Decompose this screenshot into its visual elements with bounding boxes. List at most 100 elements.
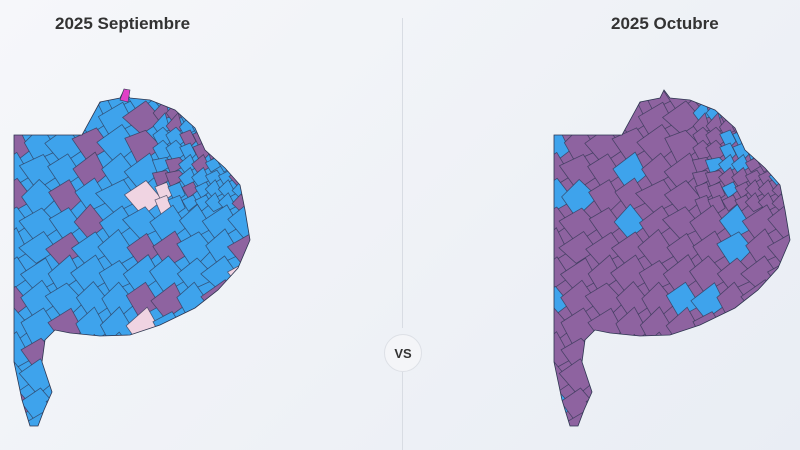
district: [150, 333, 189, 374]
district: [767, 201, 790, 243]
district: [203, 409, 237, 426]
district: [717, 333, 758, 370]
district: [246, 112, 250, 135]
district: [46, 336, 82, 371]
left-map-septiembre: [13, 88, 251, 427]
district: [127, 334, 161, 372]
district: [100, 331, 138, 374]
district: [176, 90, 198, 96]
district: [781, 168, 790, 187]
vs-badge: VS: [384, 334, 422, 372]
district: [230, 141, 250, 165]
district: [782, 90, 790, 107]
district: [219, 105, 238, 124]
district: [230, 309, 250, 348]
district: [244, 193, 250, 211]
district: [229, 90, 250, 94]
district: [760, 131, 780, 148]
district: [691, 386, 730, 426]
district: [98, 384, 135, 425]
district: [233, 112, 250, 135]
district: [784, 193, 790, 211]
district: [98, 362, 138, 398]
district: [229, 331, 250, 374]
district: [228, 155, 250, 174]
district: [667, 334, 701, 372]
district: [192, 103, 214, 125]
district: [220, 144, 240, 161]
district: [690, 90, 713, 95]
district: [241, 168, 250, 187]
district: [47, 100, 85, 140]
district: [771, 281, 790, 321]
district: [233, 99, 250, 122]
district: [782, 90, 790, 94]
district: [227, 201, 250, 243]
district: [690, 333, 729, 374]
district: [773, 99, 790, 122]
district: [741, 386, 784, 425]
district: [666, 415, 700, 426]
district: [175, 386, 214, 425]
district: [14, 99, 29, 139]
district: [177, 333, 218, 370]
district: [729, 90, 751, 96]
district: [151, 386, 190, 426]
district: [746, 105, 765, 124]
district: [769, 331, 790, 374]
district: [716, 90, 738, 96]
district: [690, 411, 731, 426]
district: [554, 99, 569, 139]
district: [773, 112, 790, 135]
district: [163, 90, 186, 95]
district: [747, 131, 767, 148]
district: [691, 361, 727, 395]
district: [189, 90, 211, 96]
district: [784, 180, 790, 198]
district: [241, 155, 250, 174]
district: [204, 306, 239, 346]
district: [199, 335, 242, 372]
district: [586, 90, 622, 113]
district: [230, 128, 250, 152]
district: [175, 412, 211, 426]
district: [207, 131, 227, 148]
district: [613, 410, 651, 426]
district: [201, 90, 223, 97]
district: [220, 131, 240, 148]
district: [557, 411, 600, 426]
district: [786, 112, 790, 135]
district: [21, 90, 58, 113]
district: [68, 387, 111, 425]
district: [769, 90, 790, 94]
district: [201, 386, 244, 425]
district: [754, 90, 776, 110]
district: [246, 99, 250, 122]
district: [176, 90, 198, 109]
district: [765, 360, 790, 396]
district: [746, 118, 765, 137]
district: [229, 90, 250, 107]
district: [744, 306, 779, 346]
district: [783, 128, 790, 152]
district: [229, 383, 250, 425]
district: [242, 90, 250, 107]
district: [586, 336, 622, 371]
district: [559, 100, 601, 140]
district: [201, 90, 223, 110]
district: [198, 356, 242, 396]
district: [122, 386, 160, 425]
district: [19, 100, 61, 140]
district: [611, 363, 650, 399]
district: [122, 358, 162, 400]
district: [638, 384, 675, 425]
district: [561, 90, 598, 113]
district: [126, 415, 160, 426]
district: [97, 410, 137, 426]
district: [71, 363, 110, 399]
right-map-octubre: [553, 89, 791, 427]
district: [173, 360, 214, 396]
district: [47, 412, 84, 426]
divider-bottom: [402, 372, 403, 450]
